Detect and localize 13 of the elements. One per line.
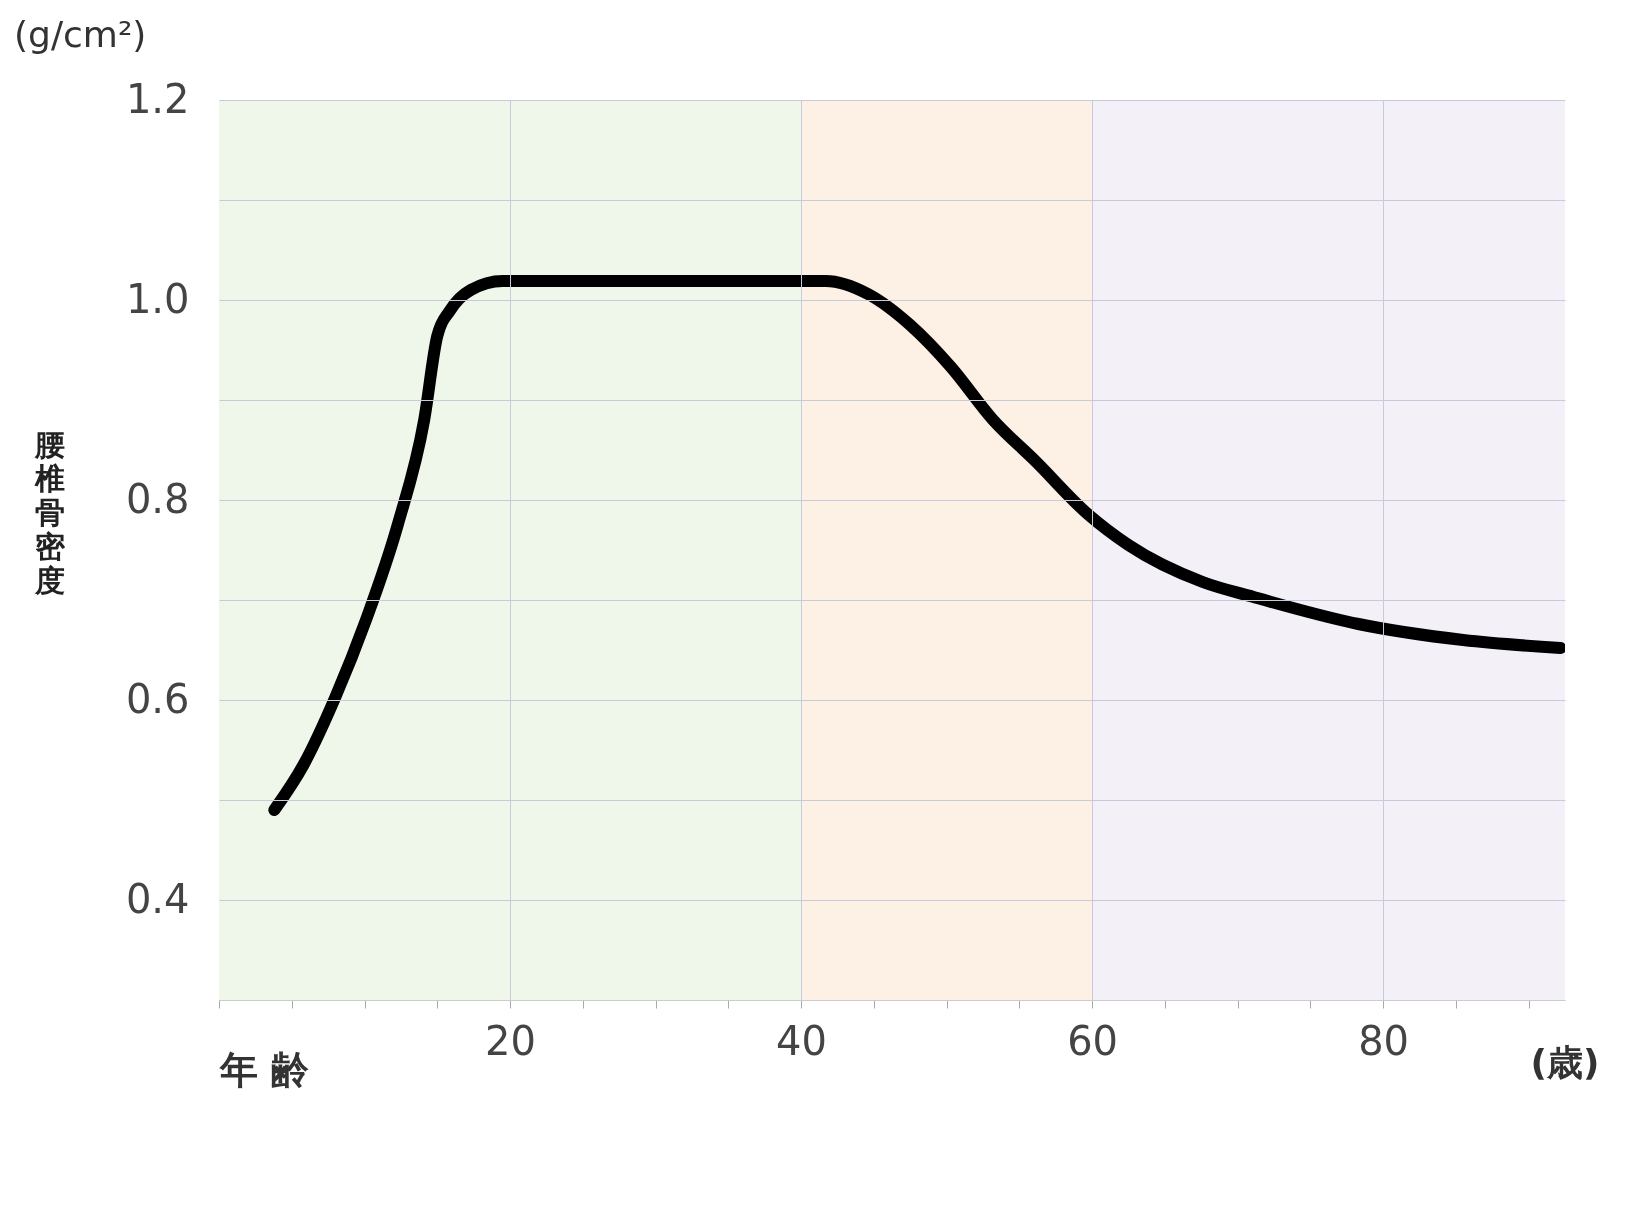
- x-axis-title: 年 齢: [218, 1047, 309, 1092]
- x-tick-label: 60: [1067, 1017, 1119, 1064]
- y-tick-label: 0.4: [125, 875, 190, 922]
- y-axis-title: 腰椎骨密度: [33, 426, 66, 598]
- y-tick-label: 1.2: [125, 75, 190, 122]
- y-tick-label: 0.6: [125, 675, 190, 722]
- y-tick-label: 1.0: [125, 275, 190, 322]
- x-tick-label: 40: [776, 1017, 828, 1064]
- x-tick-label: 80: [1358, 1017, 1410, 1064]
- x-tick-label: 20: [485, 1017, 536, 1064]
- y-tick-label: 0.8: [125, 475, 190, 522]
- text: (g/cm²): [14, 14, 147, 55]
- text: (歳): [1530, 1042, 1600, 1083]
